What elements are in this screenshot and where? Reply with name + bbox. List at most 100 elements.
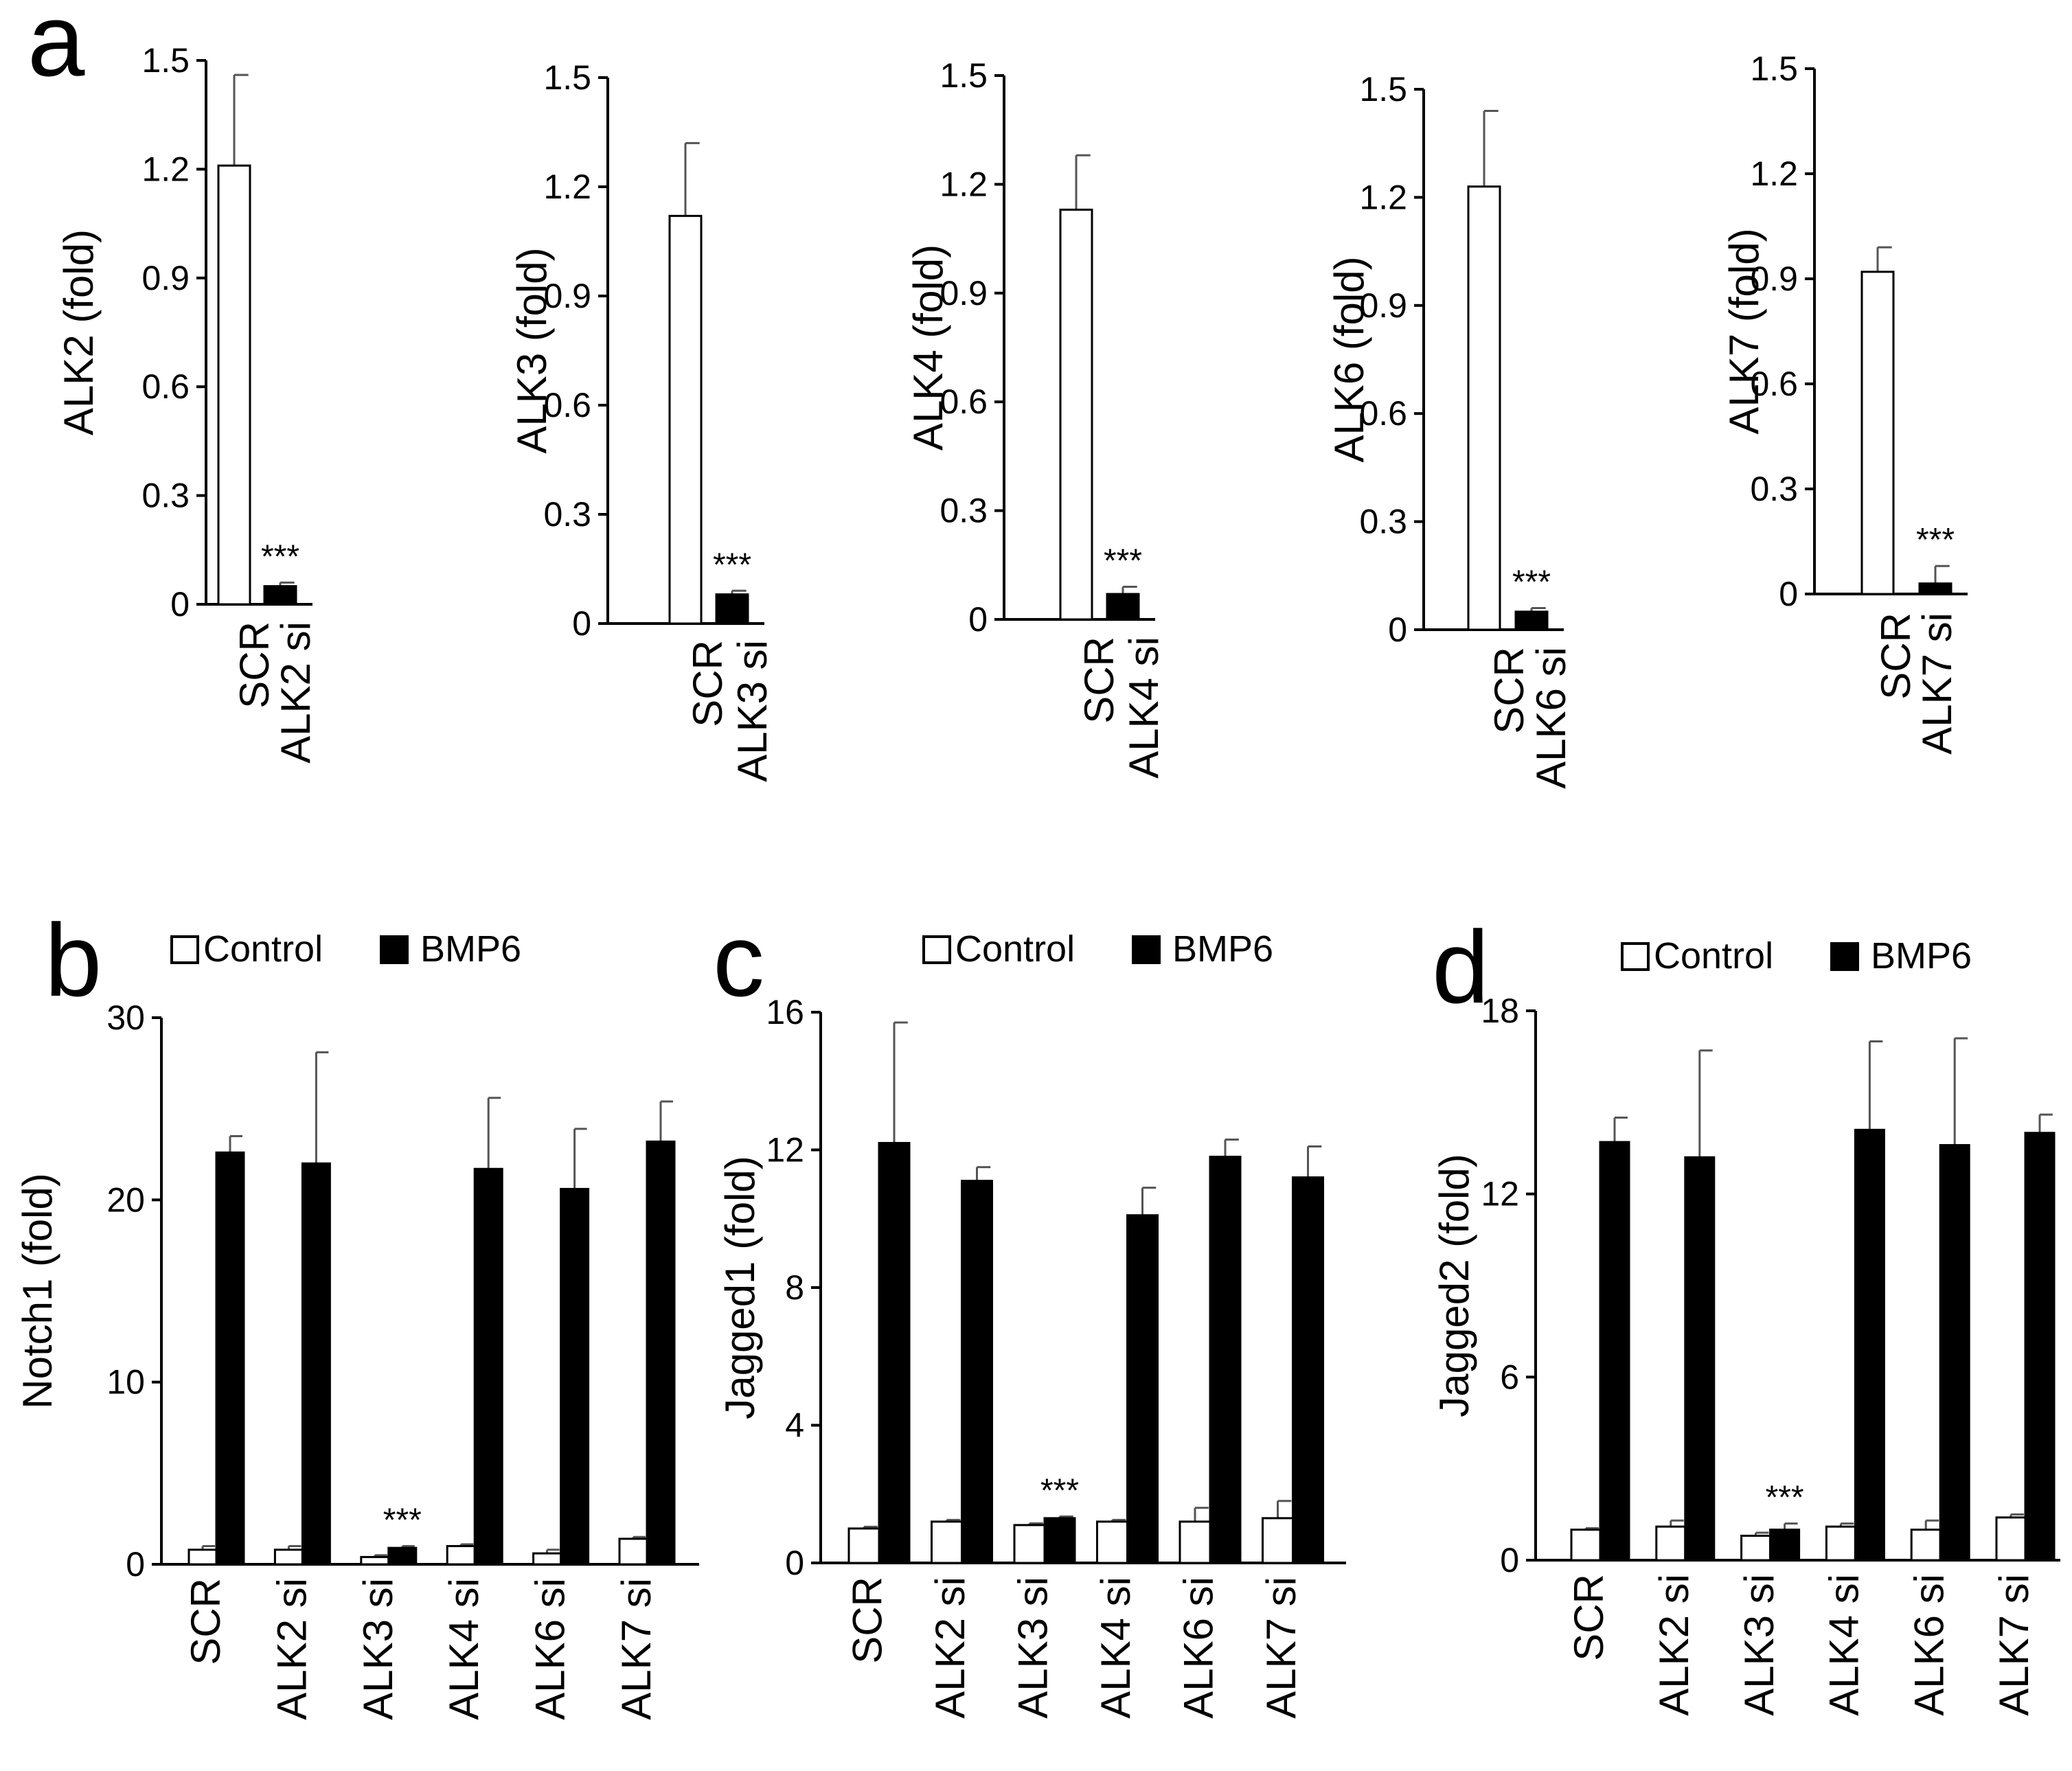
y-tick-label: 1.2	[940, 165, 988, 203]
x-tick-label: ALK2 si	[927, 1577, 973, 1719]
bar	[1655, 1525, 1687, 1562]
significance-marker: ***	[1040, 1472, 1079, 1509]
y-tick-label: 8	[785, 1268, 804, 1307]
x-tick-label: ALK2 si	[1651, 1574, 1697, 1716]
bar	[301, 1162, 331, 1566]
bar	[1684, 1156, 1716, 1562]
bar	[1599, 1141, 1630, 1562]
chart-panel-b: b 0 10 20 30 Notch1 (fold) SCR ALK2 si *** ALK3 s…	[14, 902, 699, 1720]
bar	[1043, 1517, 1076, 1564]
bar	[1096, 1520, 1128, 1564]
x-tick-label: ALK7 si	[613, 1578, 659, 1720]
y-tick-label: 1.2	[141, 150, 190, 188]
y-tick-label: 1.5	[1359, 70, 1407, 108]
x-tick-label: ALK7 si	[1914, 613, 1960, 755]
legend-swatch-bmp6	[380, 935, 409, 964]
x-tick-label: SCR	[844, 1577, 890, 1664]
bar	[715, 593, 749, 625]
y-tick-label: 30	[106, 998, 145, 1037]
chart-panel-a3: 0 0.3 0.6 0.9 1.2 1.5 ALK4 (fold) SCR *** ALK4 si	[905, 56, 1167, 779]
bar	[1939, 1144, 1970, 1562]
legend-swatch-control	[922, 935, 951, 964]
bar	[1514, 610, 1549, 631]
bar	[473, 1167, 503, 1566]
chart-panel-d: d 0 6 12 18 Jagged2 (fold) SCR ALK2 si *** ALK3 s…	[1431, 909, 2060, 1716]
y-tick-label: 0	[1500, 1541, 1519, 1579]
significance-marker: ***	[1512, 564, 1551, 601]
bar	[646, 1140, 676, 1566]
legend-swatch-bmp6	[1830, 942, 1859, 971]
bar	[1570, 1529, 1602, 1562]
legend: Control BMP6	[922, 928, 1273, 970]
panel-label: d	[1432, 909, 1489, 1025]
legend-swatch-control	[1621, 942, 1650, 971]
x-tick-label: ALK6 si	[1175, 1577, 1221, 1719]
legend-swatch-control	[170, 935, 199, 964]
y-tick-label: 0	[1779, 575, 1798, 613]
y-axis-label: ALK4 (fold)	[905, 244, 951, 450]
bar	[931, 1520, 963, 1564]
y-tick-label: 1.2	[1359, 178, 1407, 216]
significance-marker: ***	[713, 547, 751, 583]
legend-swatch-bmp6	[1132, 935, 1161, 964]
bar	[1769, 1529, 1801, 1562]
y-axis-label: ALK2 (fold)	[56, 229, 102, 435]
x-tick-label: ALK6 si	[527, 1578, 573, 1720]
y-tick-label: 20	[106, 1180, 145, 1219]
y-axis-label: ALK3 (fold)	[509, 247, 555, 453]
y-tick-label: 1.5	[141, 41, 190, 80]
x-tick-label: SCR	[231, 621, 277, 709]
legend-label-control: Control	[1654, 935, 1773, 976]
bar	[1013, 1524, 1046, 1564]
y-axis-label: ALK7 (fold)	[1721, 228, 1767, 434]
y-tick-label: 1.5	[543, 58, 591, 97]
bar	[1467, 185, 1501, 631]
bar	[446, 1544, 476, 1566]
x-tick-label: ALK2 si	[269, 1578, 315, 1720]
significance-marker: ***	[1916, 522, 1955, 558]
bar	[1126, 1214, 1159, 1564]
y-tick-label: 0	[170, 585, 190, 624]
x-tick-label: SCR	[1873, 613, 1919, 700]
bar	[2024, 1132, 2056, 1562]
bar	[847, 1527, 880, 1564]
bar	[618, 1538, 648, 1566]
panel-label: c	[713, 902, 764, 1018]
legend-label-bmp6: BMP6	[420, 928, 521, 970]
x-tick-label: ALK3 si	[1736, 1574, 1782, 1716]
y-tick-label: 0.3	[141, 477, 190, 515]
x-tick-label: ALK4 si	[441, 1578, 487, 1720]
x-tick-label: ALK6 si	[1906, 1574, 1952, 1716]
x-tick-label: SCR	[685, 640, 731, 727]
bar	[1262, 1517, 1294, 1564]
bar	[1825, 1525, 1856, 1562]
y-tick-label: 0.9	[940, 274, 988, 312]
y-axis-label: Jagged2 (fold)	[1431, 1154, 1477, 1417]
panel-label: b	[45, 902, 102, 1018]
y-tick-label: 1.5	[940, 56, 988, 95]
x-tick-label: SCR	[1486, 647, 1532, 734]
y-tick-label: 0.6	[1750, 365, 1798, 403]
bar	[1995, 1516, 2027, 1562]
x-tick-label: ALK4 si	[1821, 1574, 1867, 1716]
bar	[668, 214, 703, 625]
x-tick-label: SCR	[1566, 1574, 1612, 1661]
y-tick-label: 12	[766, 1131, 804, 1169]
x-tick-label: ALK2 si	[273, 621, 319, 764]
y-tick-label: 0.3	[1750, 470, 1798, 508]
x-tick-label: ALK4 si	[1093, 1577, 1139, 1719]
bar	[532, 1552, 562, 1566]
y-axis-label: Notch1 (fold)	[14, 1173, 60, 1408]
bar	[1106, 593, 1140, 621]
significance-marker: ***	[383, 1502, 422, 1538]
y-axis-label: ALK6 (fold)	[1326, 256, 1372, 462]
bar	[1209, 1156, 1242, 1564]
y-tick-label: 0	[572, 604, 591, 643]
chart-panel-a1: a 0 0.3 0.6 0.9 1.2 1.5 ALK2 (fold) SCR *** ALK2 s…	[27, 0, 319, 764]
bar	[1918, 582, 1953, 595]
bar	[961, 1180, 993, 1564]
bar	[273, 1549, 304, 1566]
chart-panel-c: c 0 4 8 12 16 Jagged1 (fold) SCR ALK2 si *** ALK3 …	[713, 902, 1346, 1719]
x-tick-label: ALK7 si	[1258, 1577, 1304, 1719]
y-tick-label: 0	[968, 600, 988, 639]
